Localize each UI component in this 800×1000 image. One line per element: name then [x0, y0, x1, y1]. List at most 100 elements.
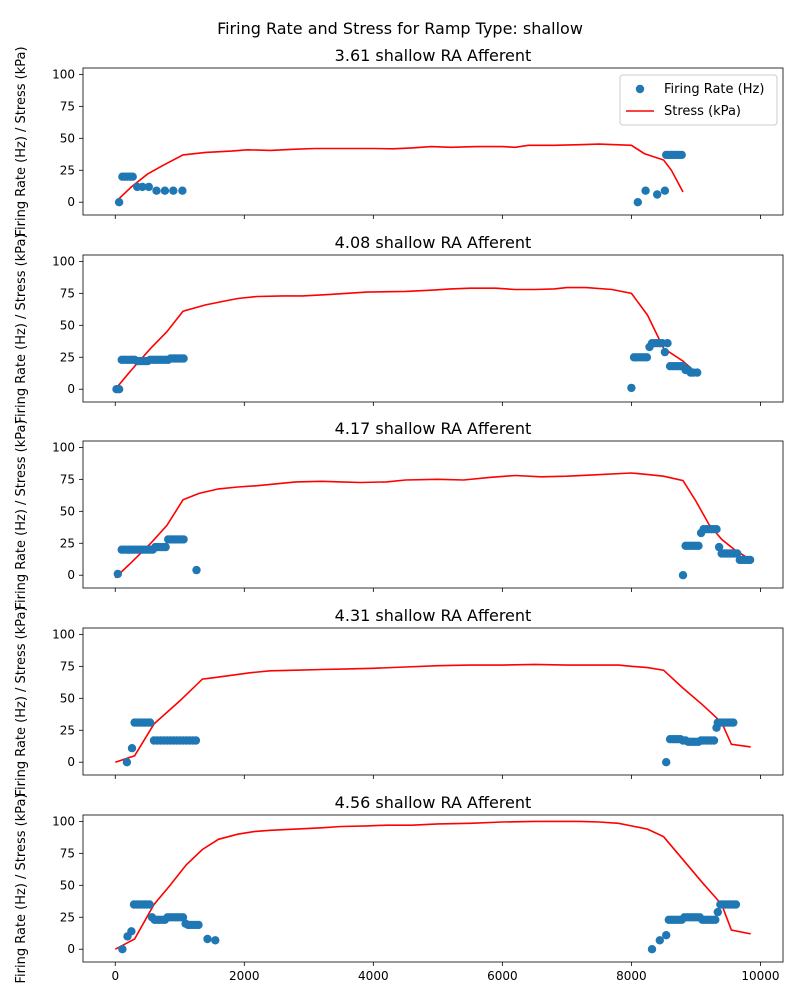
firing-rate-point — [647, 945, 657, 954]
y-tick-label: 0 — [67, 755, 75, 769]
firing-rate-point — [211, 936, 220, 945]
x-tick-label: 10000 — [741, 969, 779, 983]
firing-rate-point — [191, 736, 201, 745]
y-tick-label: 0 — [67, 195, 75, 209]
stress-line — [114, 143, 684, 203]
firing-rate-point — [161, 542, 170, 552]
axes-frame — [82, 440, 784, 589]
y-axis-label: Firing Rate (Hz) / Stress (kPa) — [14, 233, 29, 423]
axes-frame — [82, 627, 784, 776]
firing-rate-point — [178, 913, 188, 922]
firing-rate-point — [731, 900, 741, 909]
y-tick-label: 50 — [60, 131, 75, 145]
firing-rate-point — [152, 186, 161, 195]
firing-rate-point — [677, 150, 686, 160]
firing-rate-point — [653, 190, 662, 199]
firing-rate-point — [662, 931, 671, 940]
y-tick-label: 100 — [52, 627, 75, 641]
stress-line — [114, 820, 751, 950]
x-tick-label: 8000 — [616, 969, 647, 983]
axes-frame — [82, 814, 784, 963]
y-tick-label: 75 — [60, 286, 75, 300]
firing-rate-point — [729, 718, 738, 727]
subplot-title: 4.56 shallow RA Afferent — [335, 793, 532, 812]
subplot-5: 4.56 shallow RA Afferent Firing Rate (Hz)… — [14, 793, 784, 984]
subplot-1: 3.61 shallow RA Afferent Firing Rate (Hz)… — [14, 46, 784, 237]
firing-rate-point — [113, 569, 123, 579]
legend-label-firing-rate: Firing Rate (Hz) — [664, 82, 764, 97]
legend-box — [619, 74, 778, 126]
stress-line — [114, 286, 697, 390]
x-tick-label: 0 — [111, 969, 119, 983]
firing-rate-point — [694, 541, 703, 550]
y-axis-label: Firing Rate (Hz) / Stress (kPa) — [14, 46, 29, 236]
y-tick-label: 75 — [60, 659, 75, 673]
stress-line — [115, 663, 751, 763]
subplot-title: 4.31 shallow RA Afferent — [335, 606, 532, 625]
x-tick-label: 4000 — [358, 969, 389, 983]
legend-marker-firing-rate — [635, 84, 645, 94]
firing-rate-point — [192, 565, 201, 575]
y-tick-label: 75 — [60, 472, 75, 486]
y-tick-label: 75 — [60, 99, 75, 113]
firing-rate-point — [642, 353, 652, 362]
axes-frame — [82, 67, 784, 216]
firing-rate-point — [660, 347, 670, 357]
firing-rate-point — [662, 758, 671, 767]
firing-rate-point — [179, 535, 188, 544]
subplot-3: 4.17 shallow RA Afferent Firing Rate (Hz)… — [14, 419, 784, 610]
x-tick-label: 2000 — [229, 969, 260, 983]
firing-rate-point — [114, 198, 124, 207]
legend-label-stress: Stress (kPa) — [664, 104, 741, 119]
y-axis-label: Firing Rate (Hz) / Stress (kPa) — [14, 606, 29, 796]
y-tick-label: 0 — [67, 568, 75, 582]
y-tick-label: 25 — [60, 163, 75, 177]
firing-rate-point — [733, 549, 742, 558]
firing-rate-point — [203, 934, 212, 944]
subplot-2: 4.08 shallow RA Afferent Firing Rate (Hz)… — [14, 233, 784, 424]
y-axis-label: Firing Rate (Hz) / Stress (kPa) — [14, 793, 29, 983]
firing-rate-point — [633, 198, 642, 207]
y-tick-label: 25 — [60, 536, 75, 550]
y-tick-label: 25 — [60, 910, 75, 924]
firing-rate-point — [145, 718, 155, 727]
y-tick-label: 100 — [52, 254, 75, 268]
firing-rate-point — [641, 186, 650, 195]
firing-rate-point — [660, 186, 670, 195]
firing-rate-point — [128, 172, 137, 181]
y-tick-label: 25 — [60, 723, 75, 737]
y-tick-label: 50 — [60, 504, 75, 518]
firing-rate-point — [745, 555, 755, 565]
firing-rate-point — [678, 571, 688, 580]
firing-rate-point — [178, 186, 187, 195]
firing-rate-point — [693, 368, 702, 377]
axes-frame — [82, 254, 784, 403]
y-tick-label: 50 — [60, 878, 75, 892]
firing-rate-point — [114, 385, 124, 394]
firing-rate-point — [160, 186, 170, 195]
firing-rate-point — [118, 945, 127, 954]
firing-rate-point — [714, 542, 724, 552]
y-tick-label: 100 — [52, 67, 75, 81]
y-tick-label: 0 — [67, 942, 75, 956]
firing-rate-point — [627, 383, 636, 393]
firing-rate-point — [169, 186, 178, 195]
y-tick-label: 50 — [60, 691, 75, 705]
firing-rate-point — [144, 182, 153, 192]
y-tick-label: 25 — [60, 350, 75, 364]
y-axis-label: Firing Rate (Hz) / Stress (kPa) — [14, 419, 29, 609]
firing-rate-point — [713, 907, 722, 917]
subplot-title: 4.08 shallow RA Afferent — [335, 233, 532, 252]
y-tick-label: 100 — [52, 814, 75, 828]
firing-rate-point — [711, 915, 720, 924]
y-tick-label: 0 — [67, 382, 75, 396]
firing-rate-point — [712, 525, 721, 534]
subplot-title: 3.61 shallow RA Afferent — [335, 46, 532, 65]
x-tick-label: 6000 — [487, 969, 518, 983]
y-tick-label: 50 — [60, 318, 75, 332]
y-tick-label: 100 — [52, 440, 75, 454]
firing-rate-point — [663, 339, 672, 348]
